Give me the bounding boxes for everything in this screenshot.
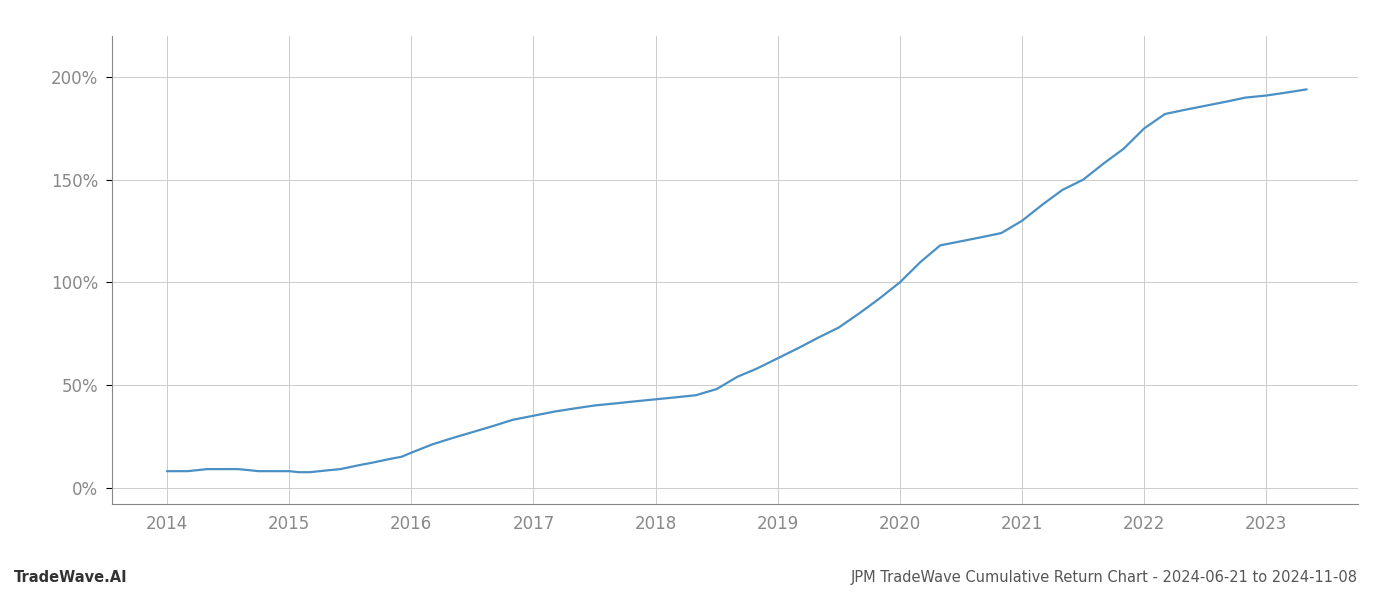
Text: TradeWave.AI: TradeWave.AI: [14, 570, 127, 585]
Text: JPM TradeWave Cumulative Return Chart - 2024-06-21 to 2024-11-08: JPM TradeWave Cumulative Return Chart - …: [851, 570, 1358, 585]
